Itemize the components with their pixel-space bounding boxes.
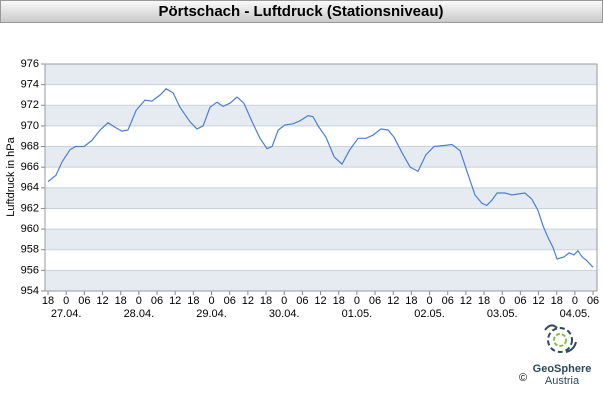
x-tick-label: 06 [587, 295, 599, 307]
date-label: 29.04. [196, 308, 227, 320]
y-tick-label: 958 [21, 244, 39, 256]
copyright: © [519, 372, 527, 384]
x-tick-label: 18 [115, 295, 127, 307]
x-tick-label: 06 [442, 295, 454, 307]
x-tick-label: 06 [514, 295, 526, 307]
data-line [47, 88, 594, 268]
y-tick-label: 974 [21, 79, 39, 91]
x-tick-label: 0 [281, 295, 287, 307]
y-tick-label: 954 [21, 285, 39, 297]
date-label: 28.04. [124, 308, 155, 320]
x-tick-label: 12 [314, 295, 326, 307]
x-tick-label: 06 [296, 295, 308, 307]
logo-name: GeoSphere [533, 363, 592, 375]
x-tick-label: 18 [260, 295, 272, 307]
y-tick-label: 968 [21, 140, 39, 152]
date-label: 30.04. [269, 308, 300, 320]
grid-band [45, 64, 597, 85]
x-tick-label: 18 [333, 295, 345, 307]
x-tick-label: 12 [532, 295, 544, 307]
y-tick-label: 976 [21, 58, 39, 70]
y-axis-label: Luftdruck in hPa [5, 136, 17, 216]
x-tick-label: 0 [499, 295, 505, 307]
y-tick-label: 964 [21, 182, 39, 194]
y-tick-label: 966 [21, 161, 39, 173]
x-tick-label: 12 [96, 295, 108, 307]
x-tick-label: 06 [151, 295, 163, 307]
x-tick-label: 18 [478, 295, 490, 307]
logo-sub: Austria [545, 375, 580, 387]
x-tick-label: 0 [426, 295, 432, 307]
x-tick-label: 12 [460, 295, 472, 307]
x-tick-label: 0 [354, 295, 360, 307]
x-tick-label: 18 [551, 295, 563, 307]
grid-band [45, 229, 597, 250]
x-tick-label: 0 [208, 295, 214, 307]
y-tick-label: 956 [21, 264, 39, 276]
y-tick-label: 970 [21, 120, 39, 132]
x-tick-label: 12 [169, 295, 181, 307]
x-tick-label: 18 [187, 295, 199, 307]
chart-title: Pörtschach - Luftdruck (Stationsniveau) [158, 3, 443, 20]
grid-band [45, 270, 597, 291]
x-tick-label: 18 [42, 295, 54, 307]
x-tick-label: 0 [572, 295, 578, 307]
date-label: 02.05. [414, 308, 445, 320]
grid-band [45, 187, 597, 209]
x-tick-label: 0 [136, 295, 142, 307]
y-tick-label: 962 [21, 202, 39, 214]
date-label: 03.05. [487, 308, 518, 320]
x-tick-label: 18 [405, 295, 417, 307]
grid-band [45, 146, 597, 168]
y-tick-label: 972 [21, 99, 39, 111]
x-tick-label: 12 [387, 295, 399, 307]
x-tick-label: 06 [369, 295, 381, 307]
logo [544, 324, 577, 353]
grid-band [45, 105, 597, 126]
date-label: 04.05. [560, 308, 591, 320]
y-tick-label: 960 [21, 223, 39, 235]
x-tick-label: 12 [242, 295, 254, 307]
x-tick-label: 06 [78, 295, 90, 307]
x-tick-label: 06 [224, 295, 236, 307]
date-label: 27.04. [51, 308, 82, 320]
x-tick-label: 0 [63, 295, 69, 307]
plot-frame [44, 63, 598, 292]
date-label: 01.05. [342, 308, 373, 320]
plot-area [45, 64, 597, 291]
